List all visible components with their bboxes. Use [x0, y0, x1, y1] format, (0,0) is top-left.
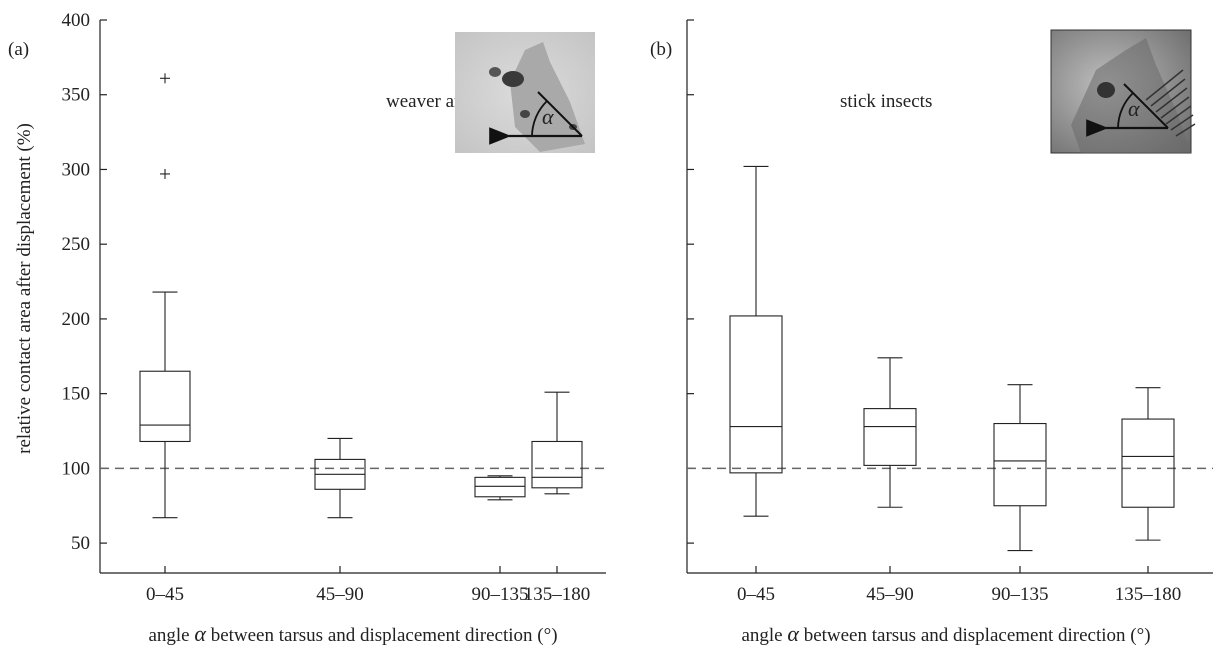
hair-line	[1150, 78, 1186, 107]
y-axis-label: relative contact area after displacement…	[14, 123, 35, 454]
y-tick-label: 300	[62, 159, 91, 180]
x-axis-label: angle α between tarsus and displacement …	[741, 621, 1150, 646]
claw-spot	[502, 71, 524, 87]
y-tick-label: 100	[62, 458, 91, 479]
x-tick-label: 45–90	[316, 584, 364, 605]
tarsus-axis-line	[1123, 83, 1169, 129]
claw-spot	[489, 67, 501, 77]
tarsus-shape	[510, 42, 585, 152]
x-tick-label: 0–45	[737, 584, 775, 605]
box-45–90	[314, 437, 366, 519]
panel-label: (a)	[8, 39, 29, 60]
hair-line	[1160, 96, 1190, 119]
box-135–180	[531, 391, 583, 495]
x-tick-label: 45–90	[866, 584, 914, 605]
x-tick-label: 90–135	[992, 584, 1049, 605]
x-tick-label: 90–135	[472, 584, 529, 605]
alpha-symbol: α	[1128, 96, 1140, 121]
y-tick-label: 50	[71, 533, 90, 554]
y-tick-label: 250	[62, 234, 91, 255]
x-tick-label: 135–180	[524, 584, 591, 605]
iqr-box	[1121, 418, 1175, 508]
x-tick-label: 135–180	[1115, 584, 1182, 605]
hair-line	[1165, 105, 1192, 125]
hair-line	[1155, 87, 1188, 113]
iqr-box	[993, 422, 1047, 507]
iqr-box	[729, 315, 783, 474]
box-45–90	[863, 357, 917, 508]
y-tick-label: 400	[62, 10, 91, 31]
tarsus-axis-line	[537, 91, 583, 137]
panel-label: (b)	[650, 39, 672, 60]
y-tick-label: 150	[62, 384, 91, 405]
species-annotation: weaver ants	[386, 91, 476, 112]
box-90–135	[474, 475, 526, 501]
panel-a: 50 100 150 200 250 300 350 400 0–45 45–90 90–13513…	[8, 10, 606, 646]
iqr-box	[863, 408, 917, 466]
angle-arc	[531, 100, 548, 137]
angle-arc	[1117, 92, 1134, 129]
box-0–45	[729, 165, 783, 517]
hair-line	[1145, 69, 1184, 101]
box-90–135	[993, 384, 1047, 552]
species-annotation: stick insects	[840, 91, 932, 112]
iqr-box	[474, 476, 526, 498]
iqr-box	[531, 440, 583, 489]
iqr-box	[139, 370, 191, 443]
panel-b: 0–45 45–90 90–135 135–180 angle α between ta…	[650, 19, 1213, 646]
claw-spot	[1097, 82, 1115, 98]
box-135–180	[1121, 387, 1175, 541]
x-axis-label: angle α between tarsus and displacement …	[148, 621, 557, 646]
x-tick-label: 0–45	[146, 584, 184, 605]
box-0–45	[139, 73, 191, 519]
hair-line	[1170, 114, 1194, 131]
claw-spot	[520, 110, 530, 118]
inset-photo: α	[455, 32, 595, 153]
inset-photo: α	[1050, 29, 1196, 154]
y-tick-label: 200	[62, 309, 91, 330]
alpha-symbol: α	[542, 104, 554, 129]
y-tick-label: 350	[62, 85, 91, 106]
hair-line	[1175, 123, 1196, 137]
